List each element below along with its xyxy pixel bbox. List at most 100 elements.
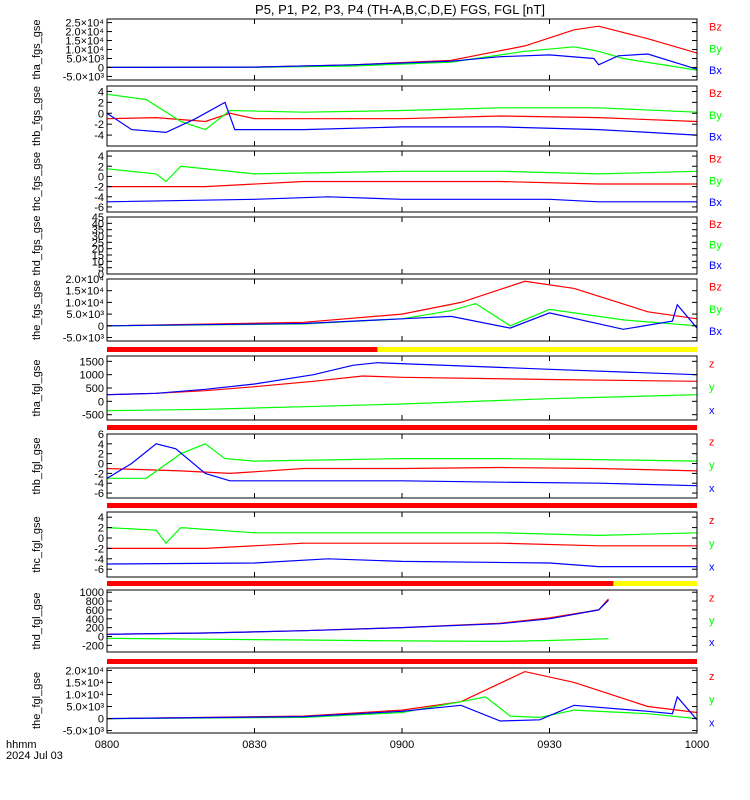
series-line-By — [107, 165, 697, 183]
y-tick-label: 40 — [92, 218, 104, 230]
status-bar — [107, 425, 697, 430]
legend-entry-x: x — [709, 483, 715, 495]
panel-series-group — [107, 25, 697, 71]
y-tick-label: -4 — [94, 478, 104, 490]
y-axis-label: thc_fgl_gse — [31, 516, 43, 572]
status-bar — [107, 347, 697, 352]
series-line-z — [107, 466, 697, 475]
y-tick-label: -4 — [94, 192, 104, 204]
series-line-x — [107, 695, 697, 722]
time-tick-label: 0900 — [390, 739, 414, 751]
y-tick-label: 0 — [98, 171, 104, 183]
y-tick-label: 6 — [98, 429, 104, 441]
panel-series-group — [107, 362, 697, 412]
series-line-y — [107, 526, 697, 545]
y-tick-label: 5.0×10³ — [66, 53, 104, 65]
series-line-y — [107, 696, 697, 720]
y-tick-label: 0 — [98, 533, 104, 545]
legend-entry-By: By — [709, 304, 722, 316]
legend-entry-Bx: Bx — [709, 197, 722, 209]
y-tick-label: -2 — [94, 468, 104, 480]
y-tick-label: -6 — [94, 564, 104, 576]
status-bar — [107, 503, 697, 508]
y-tick-label: 1500 — [80, 356, 104, 368]
legend-entry-Bx: Bx — [709, 131, 722, 143]
y-tick-label: 2 — [98, 161, 104, 173]
status-bar-segment — [107, 659, 697, 664]
y-tick-label: 1.0×10⁴ — [65, 689, 104, 701]
y-tick-label: 4 — [98, 151, 104, 163]
y-tick-label: 25 — [92, 237, 104, 249]
time-tick-label: 0800 — [95, 739, 119, 751]
status-bar-segment — [613, 581, 697, 586]
panel-series-group — [107, 93, 697, 136]
y-tick-label: 1.0×10⁴ — [65, 297, 104, 309]
y-tick-label: -500 — [82, 410, 104, 422]
legend-entry-Bx: Bx — [709, 326, 722, 338]
legend-entry-z: z — [709, 359, 715, 371]
y-tick-label: 0 — [98, 632, 104, 644]
time-tick-label: 1000 — [685, 739, 709, 751]
legend-entry-z: z — [709, 437, 715, 449]
series-line-z — [107, 375, 697, 396]
y-axis-label: thd_fgl_gse — [31, 593, 43, 650]
y-tick-label: 35 — [92, 225, 104, 237]
legend-entry-Bz: Bz — [709, 281, 722, 293]
y-tick-label: 2.5×10⁴ — [65, 18, 104, 30]
y-tick-label: 1000 — [80, 370, 104, 382]
y-tick-label: -5.0×10³ — [63, 332, 105, 344]
y-axis-label: thc_fgs_gse — [31, 152, 43, 211]
legend-entry-Bz: Bz — [709, 153, 722, 165]
y-tick-label: -6 — [94, 488, 104, 500]
legend-entry-Bz: Bz — [709, 21, 722, 33]
series-line-Bx — [107, 196, 697, 203]
legend-entry-z: z — [709, 592, 715, 604]
panel-frame — [106, 216, 698, 275]
y-tick-label: 5 — [98, 263, 104, 275]
legend-entry-By: By — [709, 110, 722, 122]
y-tick-label: 4 — [98, 439, 104, 451]
series-line-x — [107, 443, 697, 487]
legend-entry-y: y — [709, 694, 715, 706]
legend-entry-Bz: Bz — [709, 88, 722, 100]
status-bar-segment — [107, 425, 697, 430]
y-axis-label: tha_fgl_gse — [31, 360, 43, 417]
series-line-Bx — [107, 53, 697, 70]
y-tick-label: 800 — [86, 596, 104, 608]
panel-tha_fgs_gse: -5.0×10³05.0×10³1.0×10⁴1.5×10⁴2.0×10⁴2.5… — [31, 18, 722, 84]
y-tick-label: 20 — [92, 244, 104, 256]
y-tick-label: -4 — [94, 130, 104, 142]
y-tick-label: 2 — [98, 523, 104, 535]
legend-entry-Bz: Bz — [709, 219, 722, 231]
panel-series-group — [107, 598, 609, 643]
panels-group: -5.0×10³05.0×10³1.0×10⁴1.5×10⁴2.0×10⁴2.5… — [31, 18, 722, 738]
y-tick-label: 0 — [98, 108, 104, 120]
legend-entry-y: y — [709, 460, 715, 472]
y-tick-label: 2 — [98, 97, 104, 109]
y-axis-label: the_fgl_gse — [31, 672, 43, 729]
y-tick-label: 2.0×10⁴ — [65, 27, 104, 39]
y-tick-label: 2 — [98, 449, 104, 461]
series-line-x — [107, 362, 697, 396]
y-tick-label: 1.5×10⁴ — [65, 677, 104, 689]
panel-frame — [106, 355, 698, 421]
legend-entry-Bx: Bx — [709, 65, 722, 77]
legend-entry-x: x — [709, 405, 715, 417]
series-line-Bx — [107, 303, 697, 330]
y-tick-label: 1.5×10⁴ — [65, 36, 104, 48]
legend-entry-z: z — [709, 671, 715, 683]
panel-series-group — [107, 670, 697, 722]
panel-frame — [106, 667, 698, 734]
status-bar-segment — [377, 347, 697, 352]
y-tick-label: 5.0×10³ — [66, 702, 104, 714]
panel-thc_fgs_gse: -6-4-2024 thc_fgs_gse Bz By Bx — [31, 150, 722, 214]
y-tick-label: 200 — [86, 623, 104, 635]
panel-frame — [106, 85, 698, 147]
y-tick-label: 0 — [98, 714, 104, 726]
panel-thc_fgl_gse: -6-4-2024 thc_fgl_gse zyx — [31, 511, 715, 578]
y-tick-label: 45 — [92, 212, 104, 224]
panel-series-group — [107, 443, 697, 487]
